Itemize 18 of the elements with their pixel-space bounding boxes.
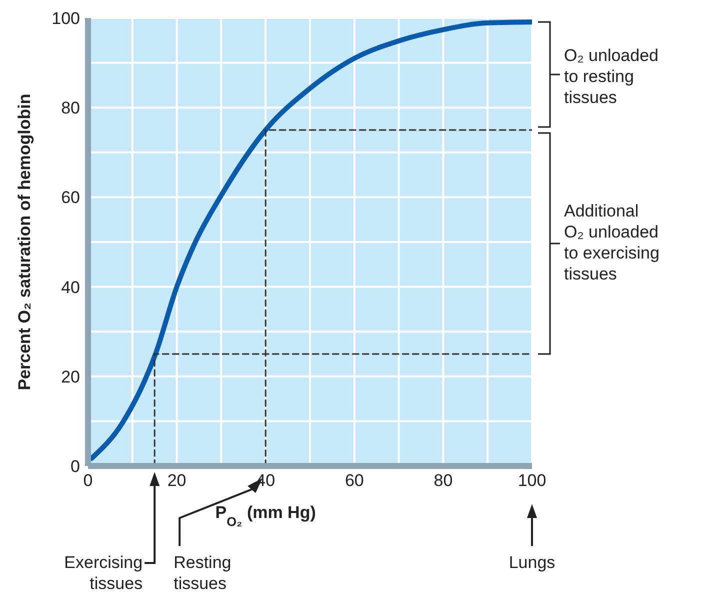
y-tick-label: 80 (61, 98, 80, 118)
x-tick-label: 100 (518, 471, 546, 490)
y-axis-title: Percent O₂ saturation of hemoglobin (15, 94, 34, 390)
x-tick-label: 60 (344, 471, 364, 490)
x-tick-label: 80 (434, 471, 453, 490)
y-tick-label: 40 (61, 278, 80, 297)
x-tick-label: 0 (83, 471, 93, 490)
text: O₂ unloaded to resting tissues (564, 46, 659, 108)
text: Resting tissues (174, 553, 232, 593)
x-tick-label: 20 (167, 471, 186, 490)
x-axis-title: P$_{O₂}$ (mm Hg) (215, 503, 316, 528)
y-tick-label: 0 (70, 457, 80, 476)
text: Exercising tissues (64, 553, 143, 593)
y-tick-label: 100 (52, 9, 80, 28)
y-tick-label: 20 (61, 367, 80, 386)
y-tick-label: 60 (61, 188, 80, 208)
text: Lungs (508, 553, 556, 572)
text: Additional O₂ unloaded to exercising tissues (564, 202, 660, 284)
